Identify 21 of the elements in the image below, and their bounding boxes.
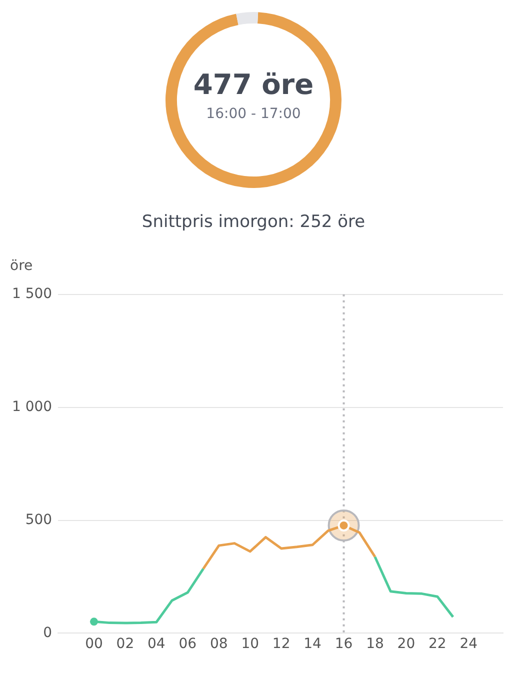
y-tick-label: 1 500 <box>12 286 52 302</box>
y-tick-label: 0 <box>43 624 52 641</box>
y-axis-title: öre <box>10 258 33 274</box>
x-tick-label: 20 <box>397 636 416 652</box>
x-tick-label: 06 <box>178 636 197 652</box>
x-tick-label: 24 <box>460 636 478 652</box>
x-tick-label: 10 <box>241 636 260 652</box>
x-tick-label: 12 <box>272 636 290 652</box>
text: Snittpris imorgon: 252 öre <box>140 212 366 232</box>
x-tick-label: 22 <box>428 636 446 652</box>
x-tick-label: 08 <box>210 636 228 652</box>
text: 477 öre <box>192 68 315 101</box>
text: 16:00 - 17:00 <box>205 106 302 122</box>
x-tick-label: 14 <box>304 636 322 652</box>
x-tick-label: 18 <box>366 636 384 652</box>
y-tick-label: 1 000 <box>12 398 52 415</box>
y-tick-label: 500 <box>25 512 52 528</box>
x-tick-label: 02 <box>116 636 134 652</box>
x-tick-label: 16 <box>334 636 353 652</box>
x-tick-label: 04 <box>148 636 166 652</box>
x-tick-label: 00 <box>85 636 103 652</box>
